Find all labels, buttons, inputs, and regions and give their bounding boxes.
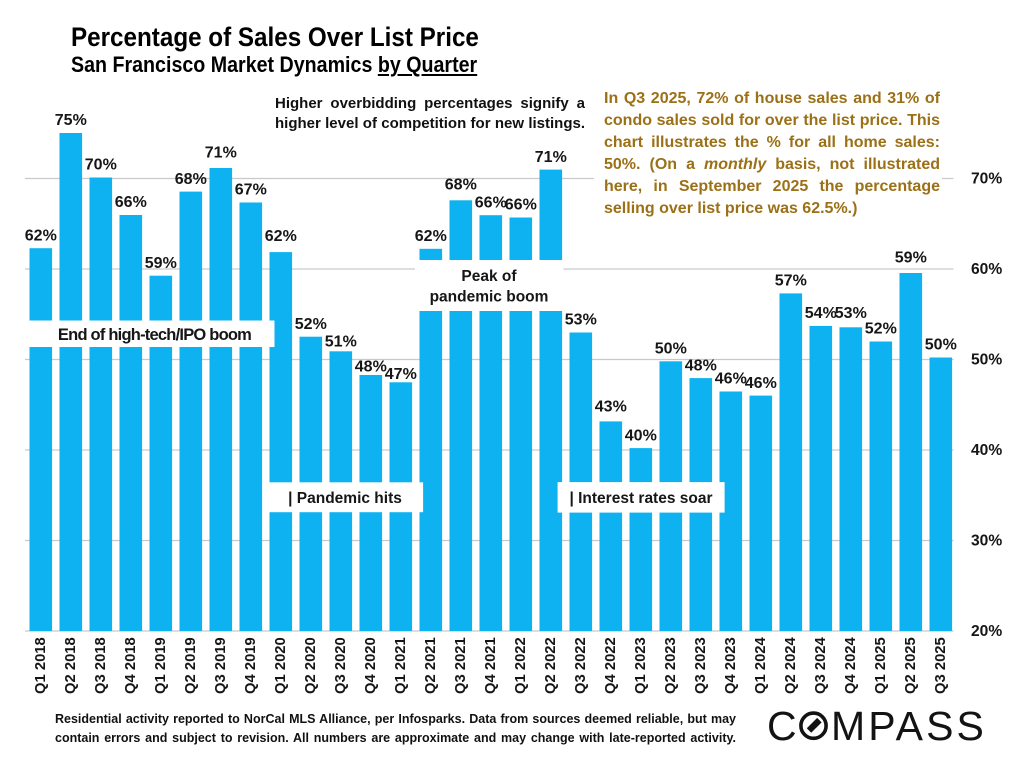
svg-text:71%: 71%: [535, 149, 567, 166]
svg-text:Q4 2021: Q4 2021: [483, 637, 499, 694]
svg-text:68%: 68%: [445, 177, 477, 194]
svg-text:Q4 2024: Q4 2024: [843, 636, 859, 694]
svg-text:Q1 2021: Q1 2021: [393, 637, 409, 694]
svg-text:67%: 67%: [235, 182, 267, 199]
svg-text:47%: 47%: [385, 366, 417, 383]
svg-text:Q3 2019: Q3 2019: [213, 637, 229, 694]
svg-text:Q2 2025: Q2 2025: [903, 637, 919, 694]
svg-text:70%: 70%: [85, 157, 117, 174]
svg-text:Q1 2022: Q1 2022: [513, 637, 529, 694]
svg-text:Q1 2024: Q1 2024: [753, 636, 769, 694]
svg-text:Q3 2018: Q3 2018: [93, 637, 109, 694]
svg-text:End of high-tech/IPO boom: End of high-tech/IPO boom: [58, 326, 251, 344]
svg-text:30%: 30%: [971, 533, 1002, 550]
svg-text:71%: 71%: [205, 145, 237, 162]
svg-text:Q1 2018: Q1 2018: [33, 637, 49, 694]
svg-text:70%: 70%: [971, 171, 1002, 188]
svg-text:54%: 54%: [805, 305, 837, 322]
svg-text:Q2 2021: Q2 2021: [423, 637, 439, 694]
svg-text:| Pandemic hits: | Pandemic hits: [288, 490, 402, 507]
svg-text:50%: 50%: [655, 341, 687, 358]
svg-text:75%: 75%: [55, 112, 87, 129]
svg-text:68%: 68%: [175, 171, 207, 188]
svg-text:66%: 66%: [505, 197, 537, 214]
svg-text:59%: 59%: [895, 250, 927, 267]
svg-text:50%: 50%: [971, 352, 1002, 369]
svg-text:Q3 2021: Q3 2021: [453, 637, 469, 694]
svg-text:Q4 2022: Q4 2022: [603, 637, 619, 694]
svg-text:46%: 46%: [745, 375, 777, 392]
svg-text:C: C: [767, 703, 800, 745]
svg-text:62%: 62%: [25, 227, 57, 244]
svg-text:40%: 40%: [625, 427, 657, 444]
svg-text:pandemic boom: pandemic boom: [430, 289, 549, 306]
svg-text:48%: 48%: [685, 357, 717, 374]
svg-text:57%: 57%: [775, 273, 807, 290]
svg-text:Q1 2019: Q1 2019: [153, 637, 169, 694]
svg-text:40%: 40%: [971, 442, 1002, 459]
svg-text:48%: 48%: [355, 359, 387, 376]
svg-text:Q2 2024: Q2 2024: [783, 636, 799, 694]
svg-text:62%: 62%: [415, 228, 447, 245]
svg-text:62%: 62%: [265, 228, 297, 245]
svg-text:Q2 2018: Q2 2018: [63, 637, 79, 694]
svg-text:66%: 66%: [115, 194, 147, 211]
svg-text:Q4 2020: Q4 2020: [363, 637, 379, 694]
svg-text:| Interest rates soar: | Interest rates soar: [569, 490, 712, 507]
svg-text:52%: 52%: [865, 321, 897, 338]
svg-text:53%: 53%: [565, 312, 597, 329]
svg-text:Q1 2020: Q1 2020: [273, 637, 289, 694]
svg-text:Q3 2023: Q3 2023: [693, 637, 709, 694]
svg-text:Q2 2023: Q2 2023: [663, 637, 679, 694]
svg-text:Q4 2023: Q4 2023: [723, 637, 739, 694]
svg-text:Q3 2024: Q3 2024: [813, 636, 829, 694]
svg-text:Q4 2018: Q4 2018: [123, 637, 139, 694]
svg-text:43%: 43%: [595, 399, 627, 416]
svg-text:60%: 60%: [971, 261, 1002, 278]
svg-text:Q1 2025: Q1 2025: [873, 637, 889, 694]
svg-text:MPASS: MPASS: [831, 703, 987, 745]
svg-text:20%: 20%: [971, 623, 1002, 640]
svg-text:Q2 2019: Q2 2019: [183, 637, 199, 694]
svg-text:50%: 50%: [925, 337, 957, 354]
svg-text:52%: 52%: [295, 316, 327, 333]
svg-text:59%: 59%: [145, 255, 177, 272]
svg-text:Q3 2022: Q3 2022: [573, 637, 589, 694]
svg-text:53%: 53%: [835, 305, 867, 322]
svg-text:66%: 66%: [475, 194, 507, 211]
svg-text:Q2 2020: Q2 2020: [303, 637, 319, 694]
svg-text:46%: 46%: [715, 371, 747, 388]
svg-text:Q1 2023: Q1 2023: [633, 637, 649, 694]
svg-text:Peak of: Peak of: [461, 268, 517, 285]
svg-text:Q2 2022: Q2 2022: [543, 637, 559, 694]
svg-text:51%: 51%: [325, 334, 357, 351]
svg-text:Q3 2020: Q3 2020: [333, 637, 349, 694]
svg-text:Q3 2025: Q3 2025: [933, 637, 949, 694]
svg-text:Q4 2019: Q4 2019: [243, 637, 259, 694]
